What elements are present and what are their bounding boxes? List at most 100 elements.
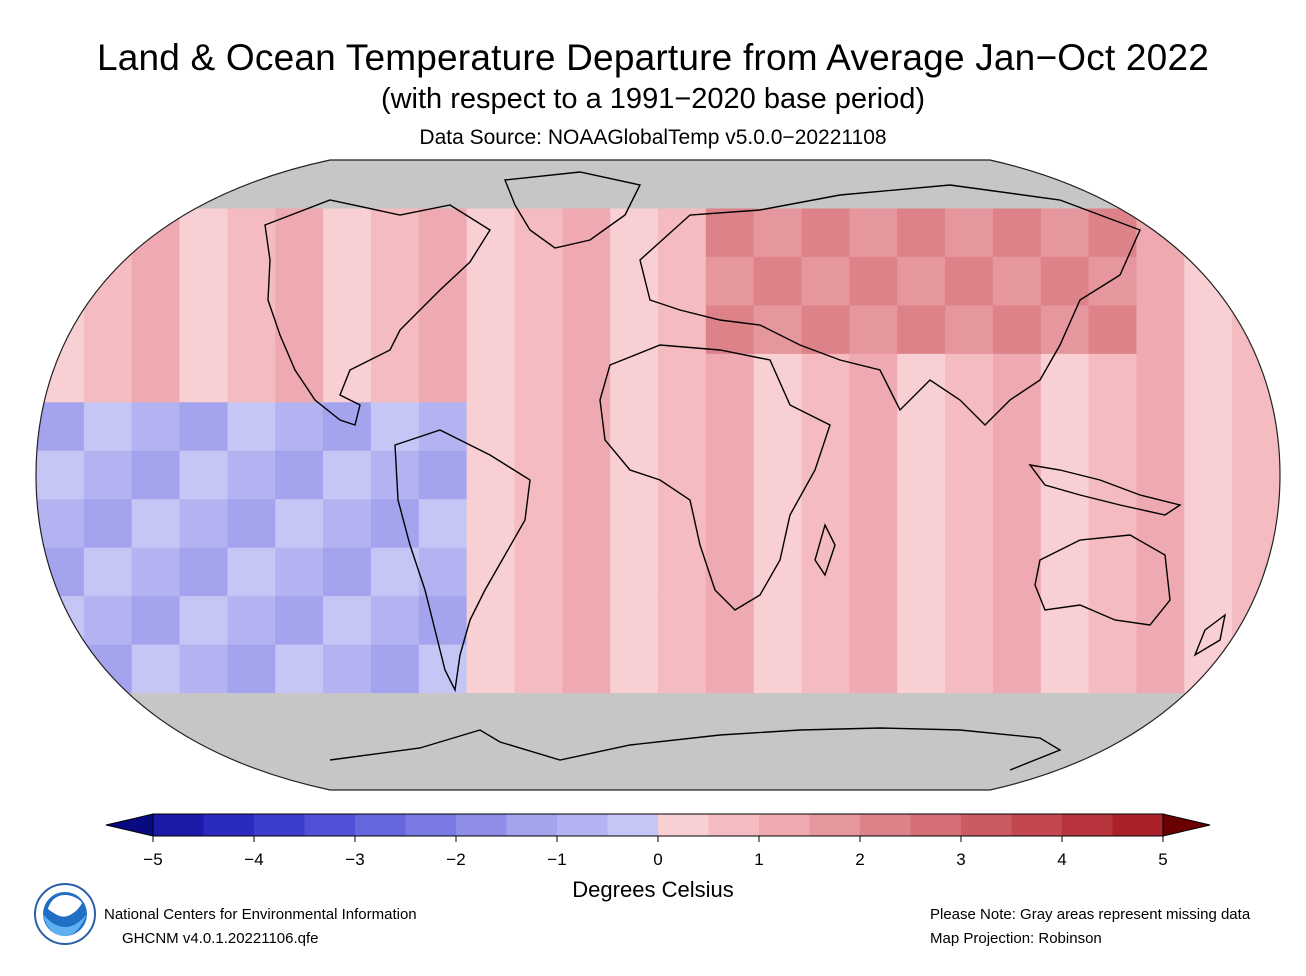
- anomaly-cell: [753, 693, 803, 743]
- anomaly-cell: [1040, 596, 1090, 646]
- anomaly-cell: [1184, 305, 1233, 355]
- anomaly-cell: [945, 693, 994, 743]
- colorbar-segment: [557, 814, 608, 836]
- anomaly-cell: [227, 693, 276, 743]
- anomaly-cell: [801, 693, 850, 743]
- anomaly-cell: [131, 402, 181, 452]
- anomaly-cell: [849, 160, 898, 209]
- anomaly-cell: [945, 741, 994, 790]
- anomaly-cell: [1232, 450, 1280, 500]
- anomaly-cell: [83, 450, 133, 500]
- anomaly-cell: [514, 644, 563, 694]
- anomaly-cell: [610, 693, 659, 743]
- anomaly-cell: [1184, 547, 1233, 597]
- anomaly-cell: [83, 596, 133, 646]
- anomaly-cell: [466, 305, 515, 355]
- anomaly-cell: [897, 499, 946, 549]
- anomaly-cell: [658, 402, 707, 452]
- anomaly-cell: [370, 208, 420, 258]
- anomaly-cell: [658, 208, 707, 258]
- anomaly-cell: [418, 499, 468, 549]
- anomaly-cell: [1088, 644, 1137, 694]
- anomaly-cell: [1136, 644, 1185, 694]
- colorbar-over-arrow: [1162, 813, 1211, 837]
- anomaly-cell: [992, 208, 1042, 258]
- anomaly-cell: [466, 499, 515, 549]
- anomaly-cell: [753, 644, 803, 694]
- anomaly-cell: [849, 596, 898, 646]
- anomaly-cell: [275, 353, 324, 403]
- anomaly-cell: [1040, 402, 1090, 452]
- anomaly-cell: [849, 402, 898, 452]
- anomaly-cell: [36, 402, 85, 452]
- anomaly-cell: [1136, 596, 1185, 646]
- anomaly-cell: [131, 305, 181, 355]
- anomaly-cell: [562, 741, 611, 790]
- anomaly-cell: [897, 450, 946, 500]
- anomaly-cell: [370, 353, 420, 403]
- anomaly-cell: [897, 644, 946, 694]
- colorbar-segment: [203, 814, 255, 836]
- chart-title: Land & Ocean Temperature Departure from …: [96, 37, 1210, 78]
- colorbar-under-arrow: [105, 813, 154, 837]
- colorbar-segment: [254, 814, 305, 836]
- anomaly-cell: [658, 644, 707, 694]
- anomaly-cell: [849, 693, 898, 743]
- anomaly-cell: [705, 208, 755, 258]
- colorbar-segment: [961, 814, 1012, 836]
- anomaly-cell: [83, 402, 133, 452]
- anomaly-cell: [370, 596, 420, 646]
- anomaly-cell: [1136, 547, 1185, 597]
- anomaly-cell: [562, 256, 611, 306]
- colorbar-segment: [759, 814, 810, 836]
- anomaly-cell: [801, 450, 850, 500]
- anomaly-cell: [131, 450, 181, 500]
- anomaly-cell: [705, 644, 755, 694]
- anomaly-cell: [849, 208, 898, 258]
- anomaly-cell: [1136, 402, 1185, 452]
- anomaly-cell: [275, 547, 324, 597]
- map-data-layer: [36, 160, 1280, 790]
- anomaly-cell: [514, 741, 563, 790]
- anomaly-cell: [131, 644, 181, 694]
- anomaly-cell: [418, 160, 468, 209]
- anomaly-cell: [418, 256, 468, 306]
- anomaly-cell: [83, 499, 133, 549]
- anomaly-cell: [514, 256, 563, 306]
- anomaly-cell: [466, 208, 515, 258]
- anomaly-cell: [1088, 305, 1137, 355]
- anomaly-cell: [945, 644, 994, 694]
- anomaly-cell: [1088, 547, 1137, 597]
- anomaly-cell: [897, 353, 946, 403]
- anomaly-cell: [131, 256, 181, 306]
- anomaly-cell: [275, 499, 324, 549]
- colorbar-tick-label: −5: [143, 850, 163, 869]
- anomaly-cell: [753, 305, 803, 355]
- anomaly-cell: [131, 547, 181, 597]
- anomaly-cell: [227, 305, 276, 355]
- anomaly-cell: [992, 256, 1042, 306]
- colorbar-segment: [1062, 814, 1113, 836]
- anomaly-cell: [705, 450, 755, 500]
- anomaly-cell: [753, 160, 803, 209]
- anomaly-cell: [1040, 644, 1090, 694]
- anomaly-cell: [897, 160, 946, 209]
- anomaly-cell: [992, 305, 1042, 355]
- anomaly-cell: [323, 305, 372, 355]
- anomaly-cell: [1088, 402, 1137, 452]
- anomaly-cell: [418, 208, 468, 258]
- anomaly-cell: [514, 353, 563, 403]
- anomaly-cell: [897, 305, 946, 355]
- antarctica-coastline: [329, 727, 1062, 771]
- anomaly-cell: [945, 402, 994, 452]
- anomaly-cell: [275, 208, 324, 258]
- anomaly-cell: [562, 208, 611, 258]
- anomaly-cell: [945, 499, 994, 549]
- anomaly-cell: [227, 353, 276, 403]
- eurasia-coastline: [639, 184, 1141, 426]
- anomaly-cell: [610, 596, 659, 646]
- anomaly-cell: [658, 160, 707, 209]
- colorbar-segment: [910, 814, 962, 836]
- anomaly-cell: [658, 353, 707, 403]
- colorbar-tick-label: −2: [446, 850, 466, 869]
